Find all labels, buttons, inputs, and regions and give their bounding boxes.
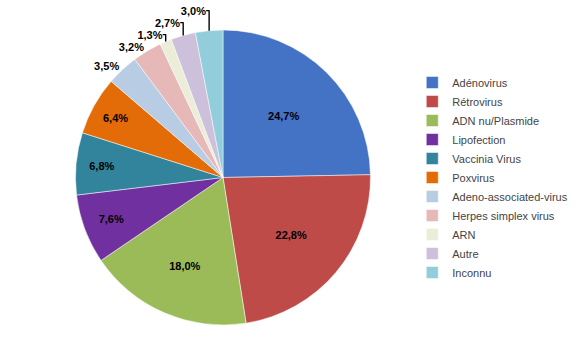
svg-text:Poxvirus: Poxvirus — [452, 172, 495, 184]
svg-text:Vaccinia Virus: Vaccinia Virus — [452, 153, 521, 165]
svg-text:Lipofection: Lipofection — [452, 134, 505, 146]
svg-text:Adeno-associated-virus: Adeno-associated-virus — [452, 191, 567, 203]
svg-text:Autre: Autre — [452, 248, 478, 260]
svg-text:3,2%: 3,2% — [119, 41, 144, 53]
svg-text:Rétrovirus: Rétrovirus — [452, 96, 503, 108]
svg-text:22,8%: 22,8% — [276, 229, 307, 241]
svg-text:Herpes simplex virus: Herpes simplex virus — [452, 210, 555, 222]
svg-text:2,7%: 2,7% — [155, 17, 180, 29]
svg-text:ARN: ARN — [452, 229, 475, 241]
svg-text:3,5%: 3,5% — [94, 60, 119, 72]
svg-text:6,4%: 6,4% — [103, 112, 128, 124]
svg-text:ADN nu/Plasmide: ADN nu/Plasmide — [452, 115, 539, 127]
svg-text:Inconnu: Inconnu — [452, 267, 491, 279]
svg-text:6,8%: 6,8% — [89, 160, 114, 172]
svg-text:24,7%: 24,7% — [268, 110, 299, 122]
svg-text:18,0%: 18,0% — [169, 260, 200, 272]
svg-text:1,3%: 1,3% — [137, 29, 162, 41]
svg-text:3,0%: 3,0% — [181, 5, 206, 17]
svg-text:7,6%: 7,6% — [99, 213, 124, 225]
svg-text:Adénovirus: Adénovirus — [452, 77, 508, 89]
